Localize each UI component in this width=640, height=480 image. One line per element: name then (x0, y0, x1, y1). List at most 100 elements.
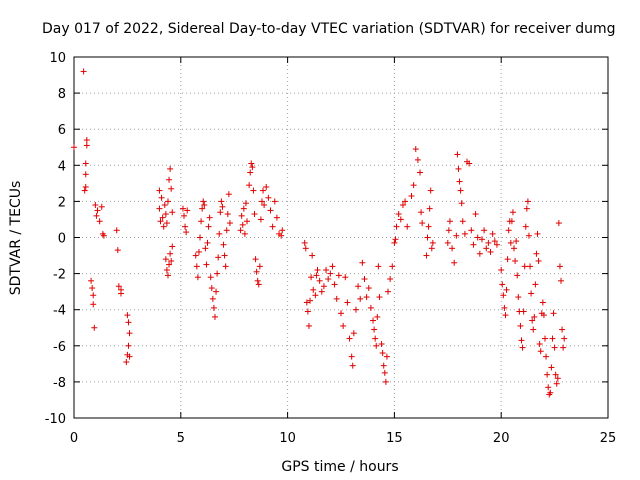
data-point (246, 182, 253, 189)
data-point (164, 272, 171, 279)
data-point (207, 274, 214, 281)
data-point (252, 256, 259, 263)
data-point (210, 304, 217, 311)
data-point (418, 209, 425, 216)
data-point (197, 234, 204, 241)
data-point (169, 209, 176, 216)
data-point (307, 297, 314, 304)
data-point (193, 263, 200, 270)
data-point (426, 205, 433, 212)
data-point (216, 230, 223, 237)
data-point (167, 250, 174, 257)
data-point (378, 340, 385, 347)
data-point (491, 238, 498, 245)
data-point (408, 192, 415, 199)
data-point (414, 156, 421, 163)
data-point (82, 183, 89, 190)
data-point (352, 306, 359, 313)
data-point (314, 266, 321, 273)
data-point (163, 266, 170, 273)
data-point (125, 319, 132, 326)
data-point (350, 330, 357, 337)
data-point (308, 274, 315, 281)
data-point (561, 335, 568, 342)
data-point (126, 353, 133, 360)
data-point (507, 239, 514, 246)
data-point (198, 218, 205, 225)
data-point (114, 247, 121, 254)
data-point (214, 270, 221, 277)
data-point (387, 276, 394, 283)
data-point (169, 243, 176, 250)
data-point (515, 294, 522, 301)
data-point (90, 292, 97, 299)
data-point (513, 238, 520, 245)
data-point (312, 292, 319, 299)
data-point (222, 263, 229, 270)
data-point (302, 245, 309, 252)
data-point (213, 288, 220, 295)
data-point (200, 198, 207, 205)
data-point (220, 241, 227, 248)
data-point (251, 211, 258, 218)
data-point (373, 342, 380, 349)
y-tick-label: 0 (58, 232, 66, 247)
data-point (221, 252, 228, 259)
data-point (382, 378, 389, 385)
data-point (534, 230, 541, 237)
data-point (379, 350, 386, 357)
data-point (166, 176, 173, 183)
data-point (273, 214, 280, 221)
data-point (316, 277, 323, 284)
data-point (367, 304, 374, 311)
data-point (195, 248, 202, 255)
data-point (96, 218, 103, 225)
data-point (278, 232, 285, 239)
data-point (461, 230, 468, 237)
data-point (206, 214, 213, 221)
data-point (444, 239, 451, 246)
data-point (555, 220, 562, 227)
data-point (548, 364, 555, 371)
data-point (244, 218, 251, 225)
data-point (263, 183, 270, 190)
data-point (257, 216, 264, 223)
data-point (342, 274, 349, 281)
data-point (511, 245, 518, 252)
data-point (181, 212, 188, 219)
data-point (429, 239, 436, 246)
data-point (82, 160, 89, 167)
data-point (225, 191, 232, 198)
data-point (478, 236, 485, 243)
data-point (203, 261, 210, 268)
data-point (238, 212, 245, 219)
data-point (532, 281, 539, 288)
data-point (493, 241, 500, 248)
data-point (348, 353, 355, 360)
data-point (454, 151, 461, 158)
data-point (466, 160, 473, 167)
data-point (509, 209, 516, 216)
data-point (329, 263, 336, 270)
data-point (357, 295, 364, 302)
data-point (363, 294, 370, 301)
data-point (242, 200, 249, 207)
data-point (504, 256, 511, 263)
data-point (540, 312, 547, 319)
data-point (80, 68, 87, 75)
data-point (166, 261, 173, 268)
data-point (383, 353, 390, 360)
data-point (425, 223, 432, 230)
data-point (117, 290, 124, 297)
data-point (468, 227, 475, 234)
data-point (424, 234, 431, 241)
data-point (168, 257, 175, 264)
data-point (535, 257, 542, 264)
data-point (549, 335, 556, 342)
data-point (402, 198, 409, 205)
data-point (419, 220, 426, 227)
data-point (355, 283, 362, 290)
data-point (539, 299, 546, 306)
data-point (472, 211, 479, 218)
data-point (226, 220, 233, 227)
